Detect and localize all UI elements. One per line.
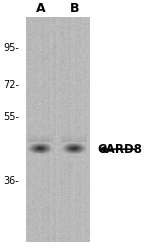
Text: 95-: 95- [3, 43, 19, 53]
Text: 72-: 72- [3, 80, 19, 90]
Text: A: A [36, 3, 45, 15]
Text: B: B [70, 3, 79, 15]
Text: 55-: 55- [3, 112, 19, 122]
Text: CARD8: CARD8 [97, 143, 142, 156]
Text: 36-: 36- [3, 176, 19, 186]
